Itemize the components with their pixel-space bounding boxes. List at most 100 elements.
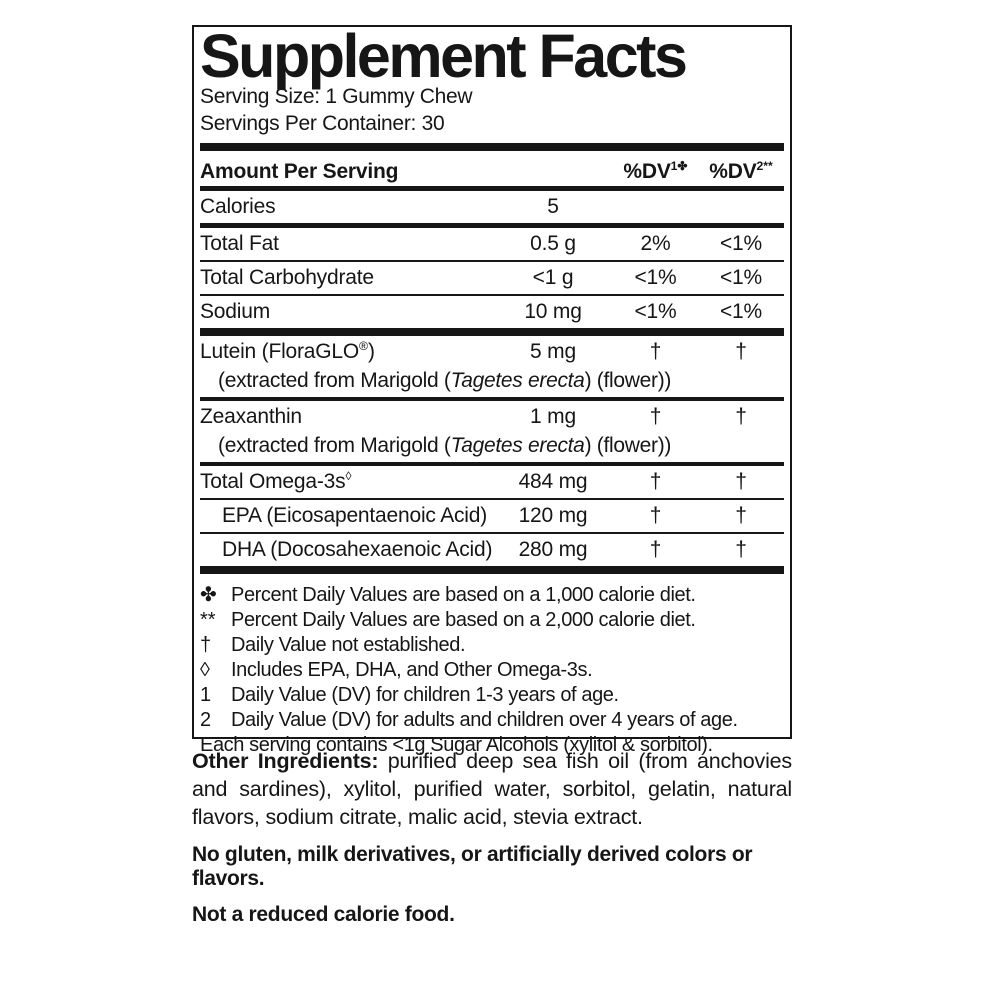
row-epa: EPA (Eicosapentaenoic Acid) 120 mg † † xyxy=(200,500,784,534)
footnote-dv1: ✤ Percent Daily Values are based on a 1,0… xyxy=(200,583,784,608)
footnote-text: Percent Daily Values are based on a 1,00… xyxy=(231,584,696,606)
footnote-lozenge: ◊ Includes EPA, DHA, and Other Omega-3s. xyxy=(200,658,784,683)
footnote-dv2: ** Percent Daily Values are based on a 2,… xyxy=(200,608,784,633)
footnote-text: Percent Daily Values are based on a 2,00… xyxy=(231,609,696,631)
nutrient-name-text: Total Omega-3s xyxy=(200,470,346,493)
footnote-text: Daily Value (DV) for adults and children… xyxy=(231,709,738,731)
row-total-carbohydrate: Total Carbohydrate <1 g <1% <1% xyxy=(200,262,784,296)
nutrient-dv2: † xyxy=(735,470,747,493)
supplement-facts-panel: Supplement Facts Serving Size: 1 Gummy C… xyxy=(192,22,792,756)
nutrient-name: Zeaxanthin xyxy=(200,405,493,428)
footnote-text: Daily Value not established. xyxy=(231,634,466,656)
footnote-text: Daily Value (DV) for children 1-3 years … xyxy=(231,684,619,706)
row-zeaxanthin: Zeaxanthin 1 mg † † xyxy=(200,401,784,433)
nutrient-name-text: Zeaxanthin xyxy=(200,405,302,428)
header-dv2: %DV2** xyxy=(698,160,784,183)
nutrient-dv2: † xyxy=(735,405,747,428)
no-gluten-claim: No gluten, milk derivatives, or artifici… xyxy=(192,843,753,890)
nutrient-amount: 10 mg xyxy=(524,300,582,323)
not-reduced-calorie-claim: Not a reduced calorie food. xyxy=(192,903,455,926)
row-group-lutein: Lutein (FloraGLO®) 5 mg † † (extracted f… xyxy=(200,336,784,401)
footnote-text: Each serving contains <1g Sugar Alcohols… xyxy=(200,734,713,756)
nutrient-amount: <1 g xyxy=(532,266,574,289)
row-calories: Calories 5 xyxy=(200,191,784,228)
nutrient-dv1: <1% xyxy=(634,300,677,323)
nutrient-dv1: † xyxy=(649,340,662,363)
header-dv1: %DV1✤ xyxy=(613,160,698,183)
source-note-pre: (extracted from Marigold ( xyxy=(218,369,451,392)
nutrient-dv1: † xyxy=(649,470,662,493)
table-header-row: Amount Per Serving %DV1✤ %DV2** xyxy=(200,151,784,191)
nutrient-name: DHA (Docosahexaenoic Acid) xyxy=(200,538,493,561)
row-lutein: Lutein (FloraGLO®) 5 mg † † xyxy=(200,336,784,368)
footnote-text: Includes EPA, DHA, and Other Omega-3s. xyxy=(231,659,593,681)
other-ingredients-label: Other Ingredients: xyxy=(192,749,379,773)
nutrient-name: Sodium xyxy=(200,300,493,323)
nutrient-amount: 5 mg xyxy=(530,340,576,363)
header-dv1-sup: 1✤ xyxy=(670,159,688,173)
nutrient-dv2: <1% xyxy=(719,232,762,255)
divider-thick xyxy=(200,143,784,151)
source-note-latin-name: Tagetes erecta xyxy=(450,369,585,392)
nutrient-name-text: EPA (Eicosapentaenoic Acid) xyxy=(222,504,488,527)
footnote-sugar-alcohols: Each serving contains <1g Sugar Alcohols… xyxy=(200,733,784,758)
header-dv2-sup: 2** xyxy=(756,159,773,173)
nutrient-amount: 1 mg xyxy=(530,405,576,428)
lutein-source-note: (extracted from Marigold (Tagetes erecta… xyxy=(200,368,784,394)
nutrient-dv2: † xyxy=(735,538,747,561)
panel-title: Supplement Facts xyxy=(200,22,688,90)
nutrient-name: Lutein (FloraGLO®) xyxy=(200,340,493,363)
nutrient-name: EPA (Eicosapentaenoic Acid) xyxy=(200,504,493,527)
nutrient-amount: 5 xyxy=(547,195,559,218)
nutrient-dv2: † xyxy=(735,504,747,527)
nutrient-dv2: <1% xyxy=(719,266,762,289)
other-ingredients-text: purified deep sea fish oil (from anchovi… xyxy=(192,749,792,829)
footnote-dagger: † Daily Value not established. xyxy=(200,633,784,658)
nutrient-name-text: Sodium xyxy=(200,300,271,323)
nutrient-name: Total Carbohydrate xyxy=(200,266,493,289)
nutrient-amount: 0.5 g xyxy=(530,232,576,255)
nutrient-name-text: DHA (Docosahexaenoic Acid) xyxy=(222,538,493,561)
nutrient-name-end: ) xyxy=(368,340,375,363)
header-amount-per-serving: Amount Per Serving xyxy=(200,160,399,183)
footnote-marker: ✤ xyxy=(200,584,217,606)
nutrient-name-text: Total Carbohydrate xyxy=(200,266,374,289)
nutrient-name-text: Lutein (FloraGLO xyxy=(200,340,360,363)
footnote-marker: 2 xyxy=(200,709,212,731)
nutrient-dv1: † xyxy=(649,504,662,527)
nutrient-dv1: 2% xyxy=(640,232,671,255)
lozenge-footnote-sup: ◊ xyxy=(345,469,352,483)
source-note-pre: (extracted from Marigold ( xyxy=(218,434,451,457)
footnote-marker: 1 xyxy=(200,684,212,706)
zeaxanthin-source-note: (extracted from Marigold (Tagetes erecta… xyxy=(200,433,784,459)
footnote-marker: ◊ xyxy=(200,659,210,681)
registered-trademark-sup: ® xyxy=(359,339,369,353)
header-dv2-text: %DV xyxy=(709,160,757,183)
header-dv1-text: %DV xyxy=(623,160,671,183)
source-note-post: ) (flower)) xyxy=(584,369,672,392)
below-panel-text: Other Ingredients: purified deep sea fis… xyxy=(192,747,792,927)
nutrient-name: Calories xyxy=(200,195,493,218)
footnote-marker: † xyxy=(200,634,212,656)
footnote-2: 2 Daily Value (DV) for adults and childre… xyxy=(200,708,784,733)
row-sodium: Sodium 10 mg <1% <1% xyxy=(200,296,784,336)
nutrient-name-text: Calories xyxy=(200,195,276,218)
row-group-zeaxanthin: Zeaxanthin 1 mg † † (extracted from Mari… xyxy=(200,401,784,466)
row-dha: DHA (Docosahexaenoic Acid) 280 mg † † xyxy=(200,534,784,574)
other-ingredients: Other Ingredients: purified deep sea fis… xyxy=(192,747,792,831)
footnote-marker: ** xyxy=(200,609,216,631)
source-note-post: ) (flower)) xyxy=(584,434,672,457)
nutrient-name-text: Total Fat xyxy=(200,232,279,255)
nutrient-amount: 120 mg xyxy=(518,504,588,527)
nutrient-amount: 280 mg xyxy=(518,538,588,561)
nutrient-name: Total Omega-3s◊ xyxy=(200,470,493,493)
nutrient-dv1: † xyxy=(649,405,662,428)
source-note-latin-name: Tagetes erecta xyxy=(450,434,585,457)
row-total-fat: Total Fat 0.5 g 2% <1% xyxy=(200,228,784,262)
footnotes: ✤ Percent Daily Values are based on a 1,0… xyxy=(200,583,784,758)
servings-per-container: Servings Per Container: 30 xyxy=(200,112,445,135)
nutrient-name: Total Fat xyxy=(200,232,493,255)
serving-size: Serving Size: 1 Gummy Chew xyxy=(200,85,473,108)
nutrient-dv1: <1% xyxy=(634,266,677,289)
